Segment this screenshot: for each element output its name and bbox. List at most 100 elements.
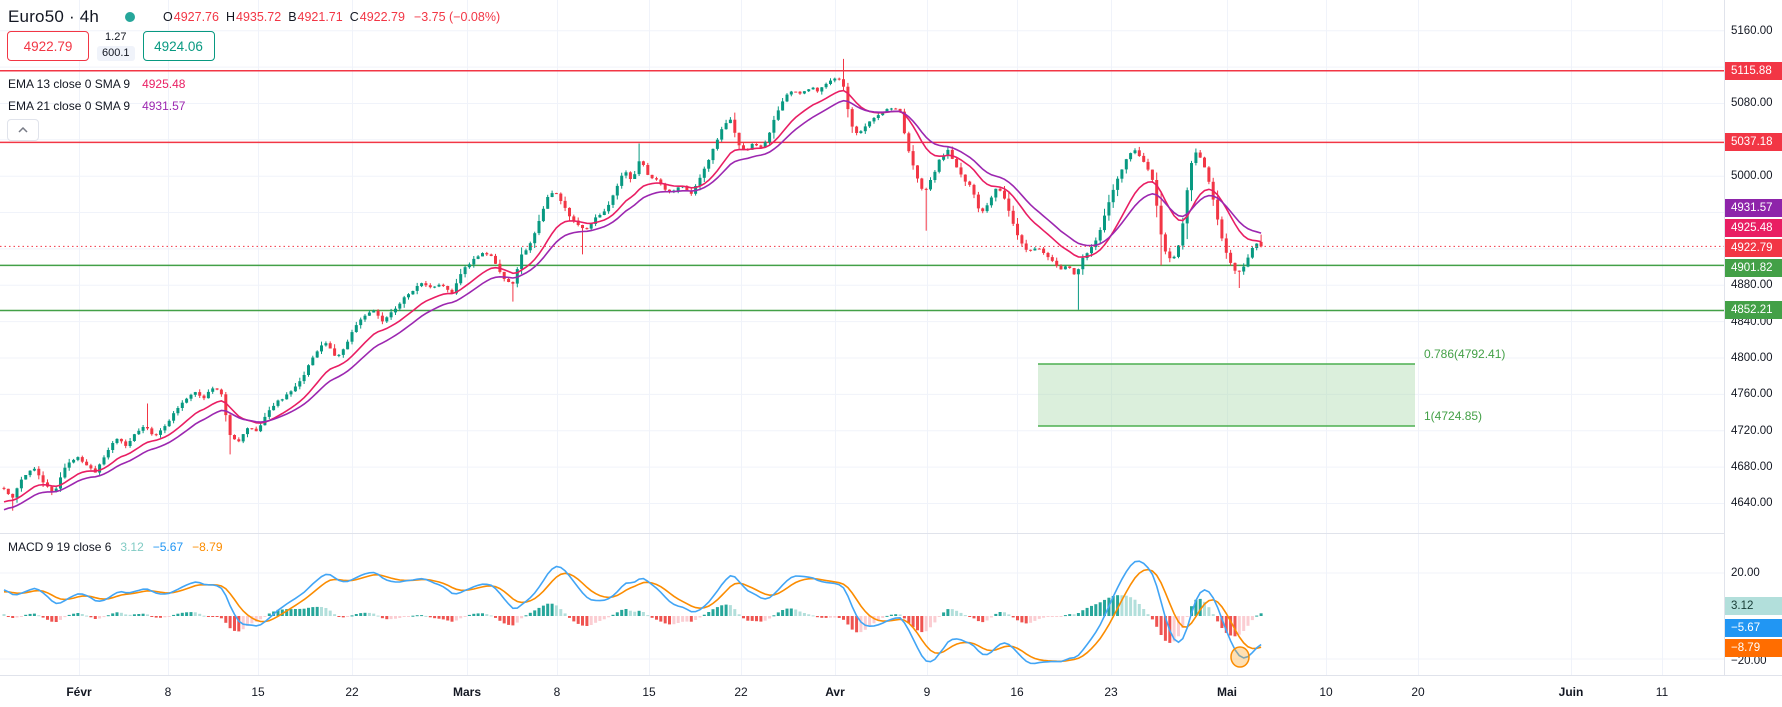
candle: [620, 172, 624, 189]
time-axis-label: 22: [734, 685, 748, 699]
macd-histogram-bar: [46, 616, 49, 620]
macd-histogram-bar: [459, 616, 463, 619]
candle: [646, 162, 650, 176]
candle: [1116, 176, 1120, 197]
macd-histogram-bar: [972, 616, 976, 619]
macd-histogram-bar: [924, 616, 928, 632]
macd-histogram-bar: [1224, 616, 1228, 633]
macd-histogram-bar: [859, 616, 863, 633]
candle: [372, 309, 376, 313]
macd-histogram-bar: [263, 616, 267, 617]
fib-zone-fill[interactable]: [1038, 364, 1415, 426]
macd-histogram-bar: [293, 609, 297, 616]
macd-histogram-bar: [1020, 616, 1024, 623]
candle: [1237, 270, 1241, 288]
candle: [119, 438, 123, 444]
low-value: 4921.71: [297, 10, 343, 24]
macd-histogram-bar: [998, 612, 1002, 616]
market-status-dot: [125, 12, 136, 22]
fib-level-label: 1(4724.85): [1424, 409, 1483, 423]
candle: [272, 402, 276, 411]
candle: [524, 248, 528, 255]
macd-histogram-bar: [359, 613, 363, 616]
macd-histogram-bar: [694, 616, 698, 620]
ema-lines: [3, 89, 1262, 511]
fib-retracement-zone[interactable]: [1038, 363, 1415, 427]
macd-histogram-bar: [602, 616, 606, 620]
macd-histogram-bar: [72, 613, 76, 616]
macd-histogram-bar: [463, 616, 467, 617]
buy-button[interactable]: 4924.06: [142, 31, 215, 61]
macd-histogram-bar: [763, 616, 767, 621]
sell-button[interactable]: 4922.79: [7, 31, 89, 61]
candle: [1168, 247, 1172, 263]
indicator-row-macd[interactable]: MACD 9 19 close 6 3.12 −5.67 −8.79: [8, 540, 223, 554]
candle: [1242, 263, 1246, 275]
candle: [585, 227, 589, 230]
time-axis-label: 11: [1655, 685, 1669, 699]
candle: [715, 138, 719, 151]
macd-histogram-bar: [937, 616, 941, 617]
price-axis[interactable]: 5160.00 5080.00 5000.00 4880.00 4840.00 4800.…: [1724, 0, 1782, 675]
candle: [337, 354, 341, 358]
candle: [963, 174, 967, 186]
candle: [463, 265, 467, 278]
macd-histogram-bar: [824, 616, 828, 618]
indicator-row-ema21[interactable]: EMA 21 close 0 SMA 9 4931.57: [8, 99, 185, 113]
candle: [1042, 247, 1046, 255]
macd-histogram-bar: [106, 615, 110, 617]
macd-histogram-bar: [611, 614, 615, 616]
macd-histogram-bar: [115, 612, 119, 616]
macd-histogram-bar: [702, 614, 706, 616]
macd-histogram-bar: [385, 616, 389, 620]
candle: [481, 252, 484, 257]
macd-histogram-bar: [41, 616, 45, 618]
time-axis-label: 20: [1411, 685, 1425, 699]
candle: [1190, 160, 1193, 202]
candle: [1203, 156, 1206, 168]
macd-histogram-bar: [1024, 616, 1028, 624]
candle: [446, 285, 450, 293]
candle: [494, 253, 497, 264]
time-axis-label: 8: [553, 685, 561, 699]
macd-histogram-bar: [254, 616, 258, 622]
chart-canvas[interactable]: [0, 0, 1724, 675]
macd-histogram-bar: [768, 616, 772, 619]
macd-histogram-bar: [1198, 598, 1202, 616]
macd-histogram-bar: [1129, 597, 1133, 616]
candle: [163, 424, 167, 434]
symbol-title[interactable]: Euro50 · 4h: [8, 7, 100, 26]
macd-histogram-bar: [1055, 616, 1059, 617]
macd-cross-ellipse[interactable]: [1230, 646, 1250, 668]
macd-histogram-bar: [111, 613, 115, 616]
candle: [989, 195, 993, 208]
price-axis-badge: 5037.18: [1725, 133, 1782, 151]
candle: [1146, 158, 1150, 172]
candle: [907, 131, 911, 153]
macd-histogram-bar: [376, 615, 380, 617]
candle: [98, 463, 102, 475]
time-axis-label: 15: [642, 685, 656, 699]
candle: [702, 166, 706, 182]
candle: [929, 177, 932, 191]
macd-histogram-bar: [1016, 616, 1019, 621]
axis-tick-label: 4680.00: [1731, 461, 1773, 473]
macd-histogram-bar: [1085, 607, 1089, 616]
collapse-legend-button[interactable]: [7, 119, 39, 141]
candle: [102, 455, 106, 466]
time-axis[interactable]: Févr 8 15 22 Mars 8 15 22 Avr 9 16 23 Mai 10 20 Juin 11: [0, 675, 1782, 707]
candle: [633, 171, 637, 179]
candle: [85, 459, 89, 466]
candle: [420, 282, 424, 288]
indicator-row-ema13[interactable]: EMA 13 close 0 SMA 9 4925.48: [8, 77, 185, 91]
horizontal-level-lines[interactable]: [0, 70, 1724, 312]
macd-histogram-bar: [67, 614, 71, 616]
candle: [1020, 234, 1024, 247]
macd-histogram-bar: [481, 613, 484, 616]
macd-histogram-bar: [219, 616, 223, 619]
macd-histogram-bar: [1094, 604, 1098, 616]
macd-histogram-bar: [1194, 599, 1198, 616]
macd-histogram-bar: [146, 614, 149, 616]
macd-histogram-bar: [489, 615, 493, 617]
